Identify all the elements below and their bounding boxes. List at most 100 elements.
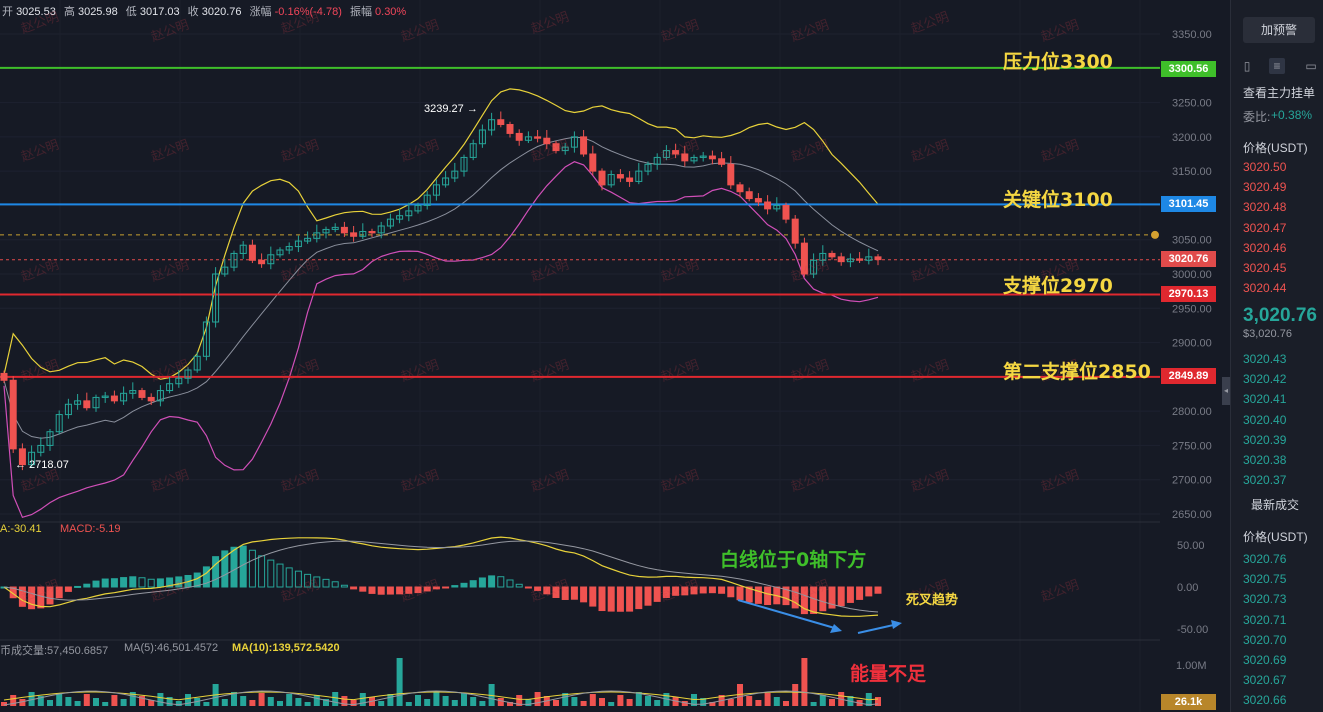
axis-bg — [1160, 0, 1228, 712]
candle-body — [580, 136, 588, 155]
dashed-level-dot — [1151, 230, 1159, 239]
bid-price-row[interactable]: 3020.43 — [1243, 352, 1287, 366]
volume-bar — [258, 693, 265, 706]
volume-bar — [589, 694, 596, 706]
volume-bar — [350, 700, 357, 706]
price-header: 价格(USDT) — [1243, 141, 1308, 155]
macd-histogram-bar — [138, 577, 146, 588]
volume-bar — [267, 697, 274, 706]
price-tick-label: 2950.00 — [1172, 303, 1212, 315]
ratio-value: +0.38% — [1271, 108, 1313, 122]
candlestick-chart[interactable]: 3350.003300.003250.003200.003150.003100.… — [0, 0, 1228, 712]
volume-bar — [764, 693, 771, 706]
macd-histogram-bar — [828, 586, 836, 609]
key-level-note: 关键位3100 — [1003, 189, 1113, 211]
macd-histogram-bar — [478, 577, 486, 588]
macd-histogram-bar — [83, 583, 91, 588]
chart-area[interactable]: 3350.003300.003250.003200.003150.003100.… — [0, 0, 1230, 712]
ask-price-row[interactable]: 3020.44 — [1243, 281, 1287, 296]
candle-body — [570, 136, 578, 148]
bid-price-row[interactable]: 3020.39 — [1243, 432, 1287, 447]
bid-price-row[interactable]: 3020.42 — [1243, 372, 1287, 387]
macd-histogram-bar — [147, 578, 155, 588]
bid-price-row[interactable]: 3020.41 — [1243, 392, 1287, 407]
bid-price-row[interactable]: 3020.37 — [1243, 473, 1287, 488]
amp-label: 振幅 — [349, 6, 372, 18]
bid-price-row[interactable]: 3020.40 — [1243, 412, 1287, 427]
candle-body — [708, 155, 716, 160]
support2-note: 第二支撑位2850 — [1003, 361, 1151, 383]
volume-bar — [19, 699, 26, 706]
ask-price-row[interactable]: 3020.48 — [1243, 200, 1287, 215]
price-tick-label: 2750.00 — [1172, 440, 1212, 452]
trade-price-row[interactable]: 3020.67 — [1243, 673, 1287, 688]
trade-price-row[interactable]: 3020.71 — [1243, 612, 1287, 627]
ask-price-row[interactable]: 3020.49 — [1243, 180, 1287, 195]
ask-price-row[interactable]: 3020.46 — [1243, 240, 1287, 255]
macd-histogram-bar — [221, 550, 229, 588]
add-alert-button[interactable]: 加预警 — [1243, 17, 1315, 43]
main-orders-title[interactable]: 查看主力挂单 — [1243, 86, 1316, 100]
bid-price-row[interactable]: 3020.38 — [1243, 453, 1287, 467]
macd-histogram-bar — [635, 586, 643, 610]
trade-price-row[interactable]: 3020.69 — [1243, 653, 1287, 667]
trade-price-row[interactable]: 3020.70 — [1243, 632, 1287, 647]
volume-bar — [93, 698, 99, 706]
macd-histogram-bar — [662, 586, 670, 598]
macd-histogram-bar — [736, 586, 744, 601]
ask-price-row[interactable]: 3020.50 — [1243, 160, 1287, 174]
trade-price-row[interactable]: 3020.75 — [1243, 572, 1287, 587]
macd-histogram-bar — [331, 581, 339, 588]
macd-histogram-bar — [37, 586, 45, 609]
candle-body — [773, 204, 781, 210]
candle-body — [377, 225, 385, 234]
trade-price-row[interactable]: 3020.66 — [1243, 693, 1287, 708]
candle-body — [626, 177, 634, 182]
boll-mid-line — [3, 136, 879, 439]
candle-body — [138, 390, 146, 398]
volume-bar — [240, 696, 247, 706]
candle-body — [662, 150, 670, 158]
ask-price-row[interactable]: 3020.47 — [1243, 220, 1287, 235]
trades-title: 最新成交 — [1251, 498, 1300, 512]
macd-legend-macd: MACD:-5.19 — [60, 523, 121, 535]
candle-body — [285, 246, 293, 251]
boll-lower-line — [3, 161, 879, 519]
macd-histogram-bar — [405, 586, 413, 594]
volume-bar — [28, 692, 35, 706]
volume-bar — [792, 684, 799, 706]
candle-body — [598, 170, 606, 186]
trade-price-row[interactable]: 3020.76 — [1243, 552, 1287, 566]
candle-body — [331, 226, 339, 230]
ask-price-row[interactable]: 3020.45 — [1243, 261, 1287, 275]
volume-ma10-line — [3, 691, 879, 701]
volume-bar — [599, 698, 605, 706]
candle-body — [221, 266, 229, 275]
volume-bar — [461, 693, 467, 706]
volume-bar — [571, 697, 578, 706]
macd-tick-label: 0.00 — [1177, 582, 1198, 594]
candle-body — [589, 153, 597, 172]
candle-body — [386, 218, 394, 227]
volume-bar — [313, 695, 320, 706]
macd-histogram-bar — [202, 566, 210, 588]
macd-histogram-bar — [322, 578, 330, 588]
price-levels — [0, 66, 1160, 378]
volume-bar — [709, 702, 716, 706]
volume-bar — [231, 692, 237, 706]
trade-price-row[interactable]: 3020.73 — [1243, 592, 1287, 607]
volume-bar — [396, 658, 403, 706]
close-value: 3020.76 — [201, 6, 242, 18]
current-price-tag: 3020.76 — [1161, 251, 1216, 267]
bollinger-bands — [3, 88, 879, 519]
candle-body — [736, 184, 744, 193]
collapse-handle[interactable]: ◂ — [1222, 377, 1230, 405]
macd-histogram-bar — [616, 586, 624, 612]
macd-histogram-bar — [460, 582, 468, 588]
book-both-icon[interactable]: ▯ — [1243, 59, 1251, 73]
macd-tick-label: -50.00 — [1177, 624, 1208, 636]
book-asks-icon[interactable]: ▭ — [1305, 59, 1317, 73]
volume-bar — [819, 695, 826, 706]
volume-bar — [617, 695, 624, 706]
book-bids-icon[interactable]: ≡ — [1269, 58, 1285, 74]
